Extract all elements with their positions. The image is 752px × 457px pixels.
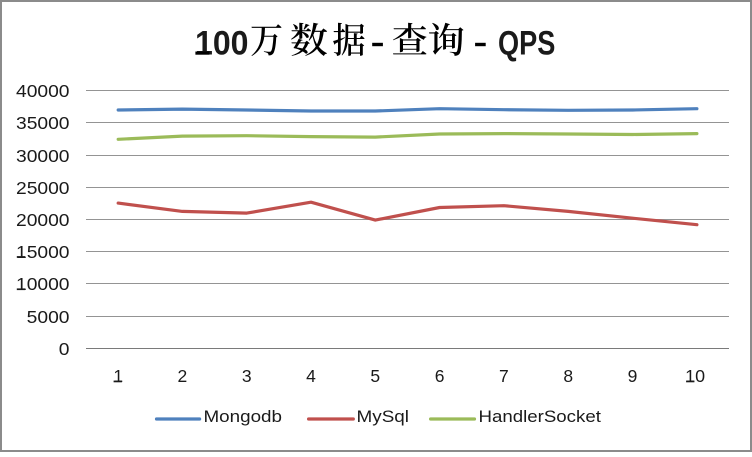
svg-text:5: 5 [370,366,380,386]
svg-text:HandlerSocket: HandlerSocket [479,408,602,426]
svg-text:15000: 15000 [16,242,70,262]
svg-text:20000: 20000 [16,210,70,230]
svg-text:100: 100 [195,25,249,63]
svg-text:40000: 40000 [16,81,70,101]
svg-text:QPS: QPS [498,25,555,63]
svg-text:8: 8 [563,366,573,386]
svg-text:9: 9 [628,366,638,386]
svg-text:Mongodb: Mongodb [204,408,283,426]
svg-text:10000: 10000 [16,274,70,294]
svg-text:2: 2 [178,366,188,386]
svg-text:3: 3 [242,366,252,386]
svg-text:6: 6 [435,366,445,386]
svg-text:10: 10 [685,366,705,386]
svg-text:4: 4 [306,366,316,386]
svg-text:25000: 25000 [16,178,70,198]
svg-text:0: 0 [59,339,70,359]
svg-text:5000: 5000 [27,307,70,327]
svg-text:30000: 30000 [16,146,70,166]
svg-text:MySql: MySql [357,408,410,426]
svg-text:35000: 35000 [16,113,70,133]
svg-text:1: 1 [113,366,123,386]
svg-text:7: 7 [499,366,509,386]
